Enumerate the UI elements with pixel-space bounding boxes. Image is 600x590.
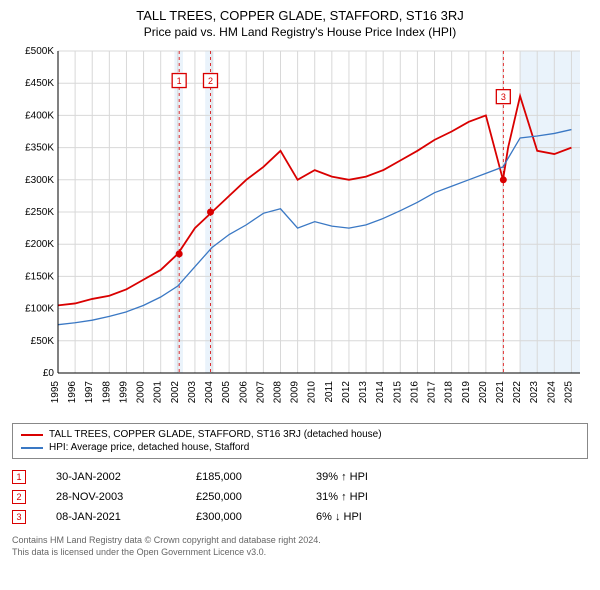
svg-text:2002: 2002	[170, 381, 181, 404]
marker-pct: 39% ↑ HPI	[316, 471, 436, 483]
svg-text:2011: 2011	[324, 381, 335, 403]
line-chart-svg: 1 2 3 £0 £50K £100K £150K £200K £250K £300K £350K £…	[12, 45, 588, 415]
legend-swatch-property	[21, 434, 43, 436]
legend-label-property: TALL TREES, COPPER GLADE, STAFFORD, ST16…	[49, 429, 382, 440]
svg-text:2015: 2015	[392, 381, 403, 404]
marker-table: 1 30-JAN-2002£185,00039% ↑ HPI 2 28-NOV-200…	[12, 467, 588, 527]
svg-text:2019: 2019	[461, 381, 472, 404]
marker-row: 1 30-JAN-2002£185,00039% ↑ HPI	[12, 467, 588, 487]
footer-line-2: This data is licensed under the Open Gov…	[12, 547, 588, 559]
svg-text:2004: 2004	[204, 381, 215, 404]
svg-text:2016: 2016	[409, 381, 420, 404]
svg-text:2012: 2012	[341, 381, 352, 404]
chart-subtitle: Price paid vs. HM Land Registry's House …	[12, 25, 588, 39]
legend: TALL TREES, COPPER GLADE, STAFFORD, ST16…	[12, 423, 588, 459]
footer-attribution: Contains HM Land Registry data © Crown c…	[12, 535, 588, 558]
svg-text:1998: 1998	[101, 381, 112, 404]
marker-number-box: 1	[12, 470, 26, 484]
svg-text:2008: 2008	[272, 381, 283, 404]
svg-text:3: 3	[501, 92, 506, 102]
svg-text:£150K: £150K	[25, 271, 54, 282]
svg-text:2020: 2020	[478, 381, 489, 404]
marker-date: 28-NOV-2003	[56, 491, 196, 503]
svg-text:£300K: £300K	[25, 175, 54, 186]
svg-text:2013: 2013	[358, 381, 369, 404]
svg-text:1999: 1999	[118, 381, 129, 404]
svg-text:2006: 2006	[238, 381, 249, 404]
marker-pct: 6% ↓ HPI	[316, 511, 436, 523]
svg-text:£350K: £350K	[25, 143, 54, 154]
svg-text:2003: 2003	[187, 381, 198, 404]
svg-text:2: 2	[208, 76, 213, 86]
marker-pct: 31% ↑ HPI	[316, 491, 436, 503]
svg-text:2007: 2007	[255, 381, 266, 404]
svg-text:1996: 1996	[67, 381, 78, 404]
svg-text:2017: 2017	[427, 381, 438, 404]
svg-text:2014: 2014	[375, 381, 386, 404]
svg-text:2022: 2022	[512, 381, 523, 404]
svg-text:2023: 2023	[529, 381, 540, 404]
marker-price: £300,000	[196, 511, 316, 523]
svg-text:2024: 2024	[546, 381, 557, 404]
svg-text:£500K: £500K	[25, 46, 54, 57]
svg-text:2000: 2000	[136, 381, 147, 404]
svg-text:£450K: £450K	[25, 78, 54, 89]
svg-text:2001: 2001	[153, 381, 164, 404]
svg-text:2009: 2009	[290, 381, 301, 404]
legend-row-hpi: HPI: Average price, detached house, Staf…	[21, 441, 579, 454]
marker-price: £250,000	[196, 491, 316, 503]
marker-date: 30-JAN-2002	[56, 471, 196, 483]
marker-number-box: 3	[12, 510, 26, 524]
svg-text:£250K: £250K	[25, 207, 54, 218]
marker-row: 3 08-JAN-2021£300,0006% ↓ HPI	[12, 507, 588, 527]
legend-swatch-hpi	[21, 447, 43, 449]
chart-area: 1 2 3 £0 £50K £100K £150K £200K £250K £300K £350K £…	[12, 45, 588, 415]
svg-text:£0: £0	[43, 368, 55, 379]
svg-text:£400K: £400K	[25, 110, 54, 121]
chart-title: TALL TREES, COPPER GLADE, STAFFORD, ST16…	[12, 8, 588, 23]
svg-text:2005: 2005	[221, 381, 232, 404]
svg-text:£50K: £50K	[31, 336, 55, 347]
svg-text:£100K: £100K	[25, 304, 54, 315]
marker-date: 08-JAN-2021	[56, 511, 196, 523]
svg-text:2018: 2018	[444, 381, 455, 404]
legend-label-hpi: HPI: Average price, detached house, Staf…	[49, 442, 249, 453]
marker-row: 2 28-NOV-2003£250,00031% ↑ HPI	[12, 487, 588, 507]
svg-text:1995: 1995	[50, 381, 61, 404]
marker-number-box: 2	[12, 490, 26, 504]
svg-text:1: 1	[177, 76, 182, 86]
legend-row-property: TALL TREES, COPPER GLADE, STAFFORD, ST16…	[21, 428, 579, 441]
marker-price: £185,000	[196, 471, 316, 483]
svg-text:2021: 2021	[495, 381, 506, 404]
svg-text:1997: 1997	[84, 381, 95, 404]
svg-text:£200K: £200K	[25, 239, 54, 250]
footer-line-1: Contains HM Land Registry data © Crown c…	[12, 535, 588, 547]
svg-text:2025: 2025	[563, 381, 574, 404]
svg-text:2010: 2010	[307, 381, 318, 404]
